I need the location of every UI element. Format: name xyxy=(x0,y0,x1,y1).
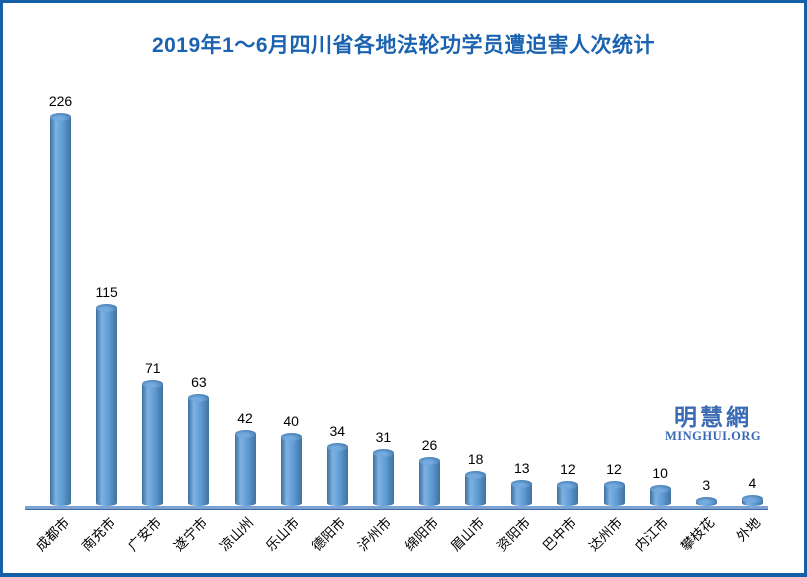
minghui-watermark: 明慧網 MINGHUI.ORG xyxy=(643,405,783,444)
bar-slot: 12 达州市 xyxy=(586,461,625,554)
bar-slot: 34 德阳市 xyxy=(309,423,348,554)
bar-cylinder-cap xyxy=(372,449,394,457)
bar-chart-plot-area: 226 成都市 115 南充市 71 广安市 63 遂宁市 42 凉山州 40 乐山市 34 德阳市 31 泸… xyxy=(33,3,764,554)
bar-cylinder xyxy=(188,394,210,506)
bar-slot: 40 乐山市 xyxy=(263,413,302,554)
bar-cylinder xyxy=(419,457,440,506)
bar-value-label: 13 xyxy=(513,460,530,476)
bar-slot: 18 眉山市 xyxy=(448,451,487,554)
bar-cylinder-cap xyxy=(234,430,256,438)
bar-cylinder-cap xyxy=(741,495,763,503)
bar-slot: 26 绵阳市 xyxy=(402,437,441,554)
bar-cylinder xyxy=(96,304,118,506)
bar-value-label: 12 xyxy=(606,461,622,477)
bar-cylinder-cap xyxy=(142,380,164,388)
bar-cylinder xyxy=(511,480,533,506)
bar-value-label: 26 xyxy=(421,437,438,453)
x-axis-line xyxy=(25,506,768,510)
bar-cylinder xyxy=(603,481,625,506)
bar-value-label: 10 xyxy=(652,465,668,481)
bar-slot: 10 内江市 xyxy=(632,465,671,554)
bar-cylinder xyxy=(50,113,71,506)
bar-cylinder-cap xyxy=(511,480,533,488)
bar-slot: 13 资阳市 xyxy=(494,460,533,554)
bar-value-label: 71 xyxy=(144,360,161,376)
bar-value-label: 18 xyxy=(467,451,484,467)
bar-cylinder-cap xyxy=(603,481,625,489)
bar-cylinder xyxy=(695,497,717,506)
bar-value-label: 34 xyxy=(329,423,346,439)
minghui-logo-url: MINGHUI.ORG xyxy=(664,429,762,443)
bar-cylinder-cap xyxy=(649,485,671,493)
bar-slot: 63 遂宁市 xyxy=(171,374,210,554)
bar-cylinder-cap xyxy=(419,457,440,465)
bar-cylinder xyxy=(557,481,579,506)
bar-value-label: 63 xyxy=(191,374,207,390)
bar-value-label: 115 xyxy=(95,284,118,300)
minghui-logo-chinese: 明慧網 xyxy=(674,404,752,430)
bar-cylinder xyxy=(372,449,394,506)
bar-cylinder xyxy=(234,430,256,506)
bar-slot: 12 巴中市 xyxy=(540,461,579,554)
bar-value-label: 31 xyxy=(375,429,392,445)
bar-cylinder xyxy=(280,433,302,506)
bar-cylinder xyxy=(649,485,671,506)
bar-value-label: 40 xyxy=(283,413,299,429)
bar-slot: 71 广安市 xyxy=(125,360,164,554)
bar-value-label: 226 xyxy=(48,93,73,109)
bar-cylinder-cap xyxy=(465,471,487,479)
bar-cylinder-cap xyxy=(280,433,302,441)
bar-value-label: 4 xyxy=(748,475,757,491)
bar-slot: 3 攀枝花 xyxy=(678,477,717,554)
bar-slot: 4 外地 xyxy=(734,475,764,544)
bar-slot: 31 泸州市 xyxy=(355,429,394,554)
bar-cylinder-cap xyxy=(557,481,579,489)
bar-cylinder xyxy=(326,443,348,506)
bar-slot: 226 成都市 xyxy=(33,93,73,554)
bar-cylinder-cap xyxy=(188,394,210,402)
bar-value-label: 3 xyxy=(702,477,711,493)
bar-cylinder xyxy=(465,471,487,506)
bar-slot: 115 南充市 xyxy=(79,284,118,554)
chart-title: 2019年1～6月四川省各地法轮功学员遭迫害人次统计 xyxy=(151,34,656,57)
bar-cylinder-cap xyxy=(695,497,717,505)
bar-value-label: 42 xyxy=(237,410,253,426)
bar-value-label: 12 xyxy=(560,461,576,477)
bar-cylinder-cap xyxy=(50,113,71,121)
bar-cylinder-cap xyxy=(96,304,118,312)
bar-cylinder xyxy=(741,495,763,506)
bar-slot: 42 凉山州 xyxy=(217,410,256,554)
bar-cylinder-cap xyxy=(326,443,348,451)
bar-cylinder xyxy=(142,380,164,506)
